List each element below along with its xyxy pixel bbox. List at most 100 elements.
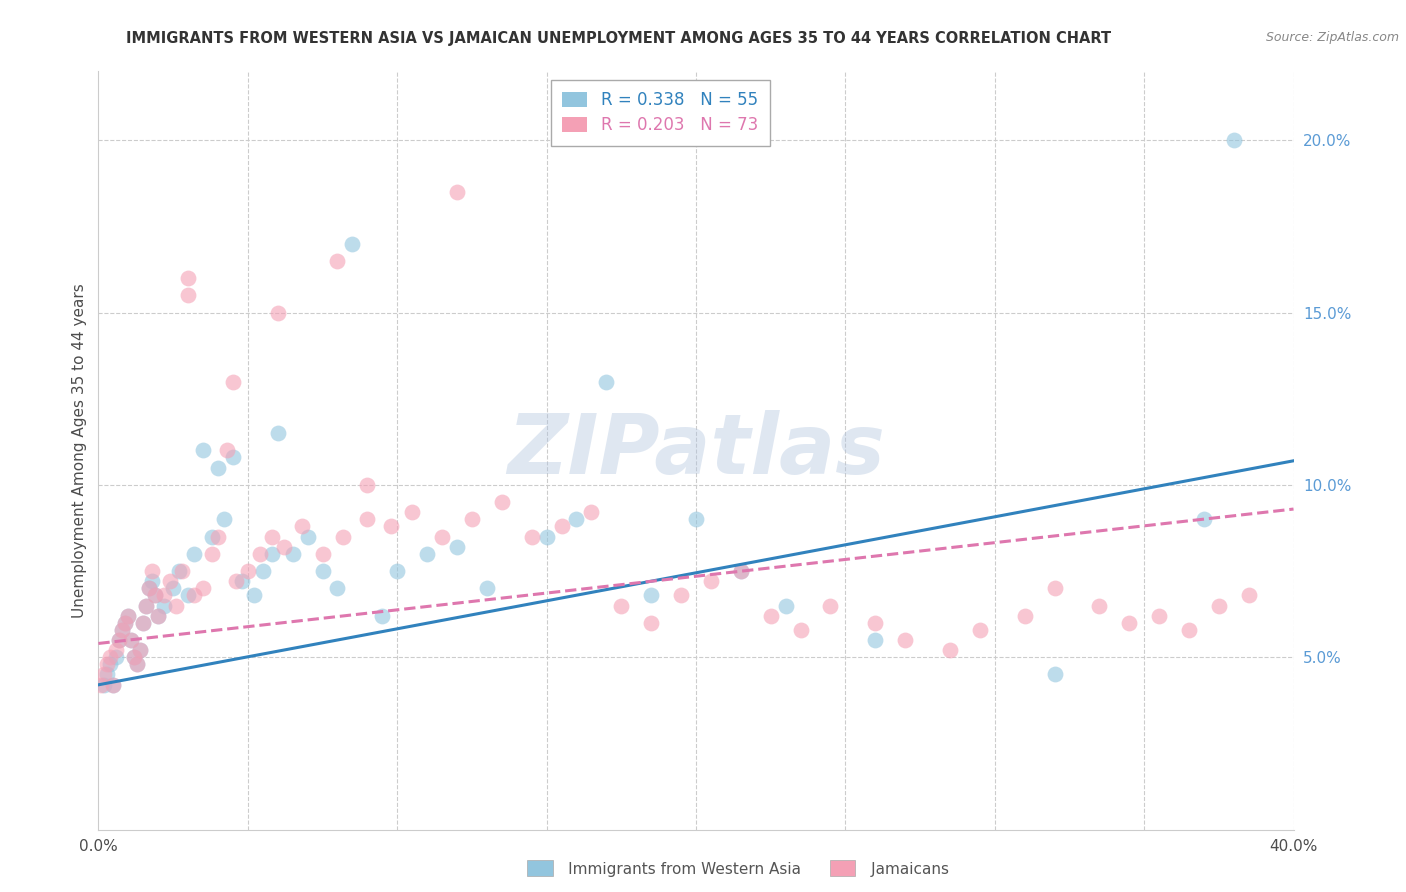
Text: IMMIGRANTS FROM WESTERN ASIA VS JAMAICAN UNEMPLOYMENT AMONG AGES 35 TO 44 YEARS : IMMIGRANTS FROM WESTERN ASIA VS JAMAICAN… — [127, 31, 1111, 46]
Point — [141, 574, 163, 589]
Point — [117, 608, 139, 623]
Point — [236, 564, 259, 578]
Point — [148, 608, 170, 623]
Point — [326, 253, 349, 268]
Point — [685, 512, 707, 526]
Point — [789, 623, 811, 637]
Point — [225, 574, 247, 589]
Point — [120, 633, 142, 648]
Point — [1043, 667, 1066, 681]
Point — [103, 678, 125, 692]
Point — [536, 530, 558, 544]
Point — [172, 564, 194, 578]
Point — [93, 667, 115, 681]
Point — [231, 574, 253, 589]
FancyBboxPatch shape — [830, 860, 855, 876]
Point — [1014, 608, 1036, 623]
Point — [252, 564, 274, 578]
Point — [491, 495, 513, 509]
Point — [105, 650, 128, 665]
Point — [371, 608, 394, 623]
Y-axis label: Unemployment Among Ages 35 to 44 years: Unemployment Among Ages 35 to 44 years — [72, 283, 87, 618]
Point — [127, 657, 149, 672]
Point — [939, 643, 962, 657]
Text: ZIPatlas: ZIPatlas — [508, 410, 884, 491]
Point — [356, 512, 378, 526]
Point — [461, 512, 484, 526]
Point — [1118, 615, 1140, 630]
Point — [183, 588, 205, 602]
Point — [114, 615, 136, 630]
Point — [332, 530, 354, 544]
Point — [243, 588, 266, 602]
Point — [177, 271, 200, 285]
Point — [894, 633, 917, 648]
Point — [138, 582, 160, 596]
Point — [141, 564, 163, 578]
Point — [446, 540, 468, 554]
Point — [177, 288, 200, 302]
Point — [820, 599, 842, 613]
Point — [342, 236, 364, 251]
Point — [127, 657, 149, 672]
Point — [212, 512, 235, 526]
Point — [669, 588, 692, 602]
Point — [120, 633, 142, 648]
Legend: R = 0.338   N = 55, R = 0.203   N = 73: R = 0.338 N = 55, R = 0.203 N = 73 — [551, 79, 769, 145]
Point — [96, 657, 118, 672]
Point — [356, 478, 378, 492]
Point — [865, 615, 887, 630]
Point — [416, 547, 439, 561]
Point — [96, 667, 118, 681]
Point — [111, 623, 134, 637]
Point — [1178, 623, 1201, 637]
FancyBboxPatch shape — [527, 860, 553, 876]
Point — [153, 599, 176, 613]
Point — [969, 623, 991, 637]
Point — [260, 530, 283, 544]
Point — [129, 643, 152, 657]
Point — [730, 564, 752, 578]
Point — [167, 564, 190, 578]
Point — [565, 512, 588, 526]
Point — [267, 426, 290, 441]
Point — [108, 633, 131, 648]
Point — [249, 547, 271, 561]
Point — [103, 678, 125, 692]
Point — [222, 450, 245, 465]
Point — [1237, 588, 1260, 602]
Text: Source: ZipAtlas.com: Source: ZipAtlas.com — [1265, 31, 1399, 45]
Point — [1223, 133, 1246, 147]
Point — [273, 540, 295, 554]
Point — [191, 582, 214, 596]
Point — [446, 185, 468, 199]
Point — [326, 582, 349, 596]
Point — [380, 519, 402, 533]
Point — [1147, 608, 1170, 623]
Point — [90, 678, 112, 692]
Point — [550, 519, 572, 533]
Point — [1192, 512, 1215, 526]
Point — [143, 588, 166, 602]
Point — [430, 530, 453, 544]
Point — [153, 588, 176, 602]
Point — [297, 530, 319, 544]
Point — [135, 599, 157, 613]
Point — [105, 643, 128, 657]
Point — [108, 633, 131, 648]
Point — [124, 650, 146, 665]
Point — [201, 530, 224, 544]
Point — [201, 547, 224, 561]
Point — [1043, 582, 1066, 596]
Point — [222, 375, 245, 389]
Point — [730, 564, 752, 578]
Point — [759, 608, 782, 623]
Point — [159, 574, 181, 589]
Point — [385, 564, 409, 578]
Point — [520, 530, 543, 544]
Point — [132, 615, 155, 630]
Point — [215, 443, 238, 458]
Point — [1088, 599, 1111, 613]
Point — [291, 519, 314, 533]
Point — [111, 623, 134, 637]
